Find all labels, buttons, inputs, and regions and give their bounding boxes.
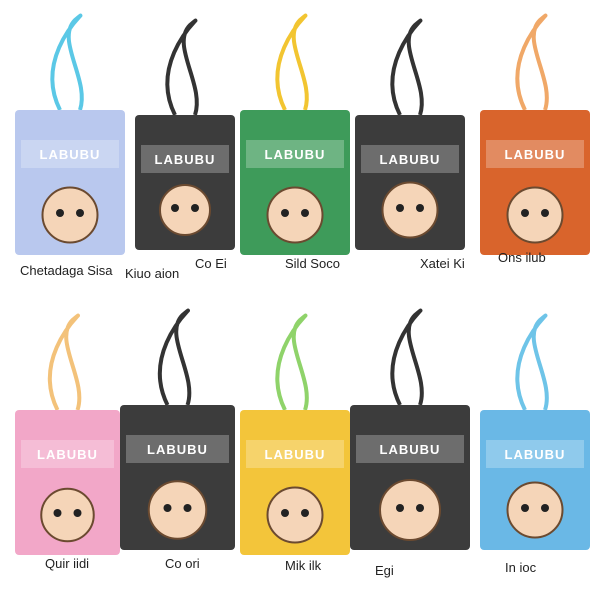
figure-face (40, 487, 95, 543)
packages: LABUBU LABUBU LABUBU LABUBU LABUBU LABUBU LABU… (15, 13, 590, 578)
caption: Co Ei (195, 256, 227, 271)
caption: In ioc (505, 560, 537, 575)
figure-face (266, 486, 324, 544)
eye (53, 509, 62, 517)
keychain-loop (390, 18, 424, 116)
eye (396, 504, 404, 512)
package-band (141, 145, 229, 173)
keychain-loop (275, 313, 309, 411)
eye (183, 504, 192, 512)
caption: Xatei Ki (420, 256, 465, 271)
eye (171, 204, 179, 212)
package-band (361, 145, 459, 173)
caption: Egi (375, 563, 394, 578)
eye (76, 209, 84, 217)
package-band (486, 140, 584, 168)
brand-label: LABUBU (380, 442, 441, 457)
caption: Mik ilk (285, 558, 322, 573)
eye (521, 504, 529, 512)
caption: Sild Soco (285, 256, 340, 271)
package-band (21, 140, 119, 168)
eye (541, 504, 549, 512)
brand-label: LABUBU (37, 447, 98, 462)
brand-label: LABUBU (265, 447, 326, 462)
keychain-loop (515, 313, 549, 411)
eye (541, 209, 549, 217)
caption: Ons ilub (498, 250, 546, 265)
brand-label: LABUBU (40, 147, 101, 162)
package-band (246, 440, 344, 468)
eye (301, 509, 309, 517)
package-band (246, 140, 344, 168)
caption: Kiuo aion (125, 266, 179, 281)
keychain-loop (275, 13, 309, 111)
eye (396, 204, 404, 212)
package-band (356, 435, 464, 463)
eye (416, 504, 424, 512)
keychain-loop (158, 308, 192, 406)
eye (191, 204, 199, 212)
figure-face (41, 186, 99, 244)
eye (73, 509, 82, 517)
figure-face (506, 186, 564, 244)
package-band (21, 440, 114, 468)
caption: Quir iidi (45, 556, 89, 571)
eye (163, 504, 172, 512)
figure-face (506, 481, 564, 539)
caption: Co ori (165, 556, 200, 571)
keychain-loop (48, 313, 82, 411)
package-band (486, 440, 584, 468)
eye (281, 509, 289, 517)
eye (521, 209, 529, 217)
figure-face (266, 186, 324, 244)
keychain-loop (50, 13, 84, 111)
figure-face (379, 479, 441, 541)
eye (56, 209, 64, 217)
keychain-loop (515, 13, 549, 111)
eye (281, 209, 289, 217)
figure-face (159, 184, 211, 236)
brand-label: LABUBU (505, 147, 566, 162)
figure-face (147, 480, 208, 540)
brand-label: LABUBU (155, 152, 216, 167)
figure-face (381, 181, 439, 239)
keychain-loop (390, 308, 424, 406)
keychain-loop (165, 18, 199, 116)
package-band (126, 435, 229, 463)
eye (301, 209, 309, 217)
brand-label: LABUBU (380, 152, 441, 167)
brand-label: LABUBU (505, 447, 566, 462)
brand-label: LABUBU (147, 442, 208, 457)
brand-label: LABUBU (265, 147, 326, 162)
caption: Chetadaga Sisa (20, 263, 113, 278)
eye (416, 204, 424, 212)
